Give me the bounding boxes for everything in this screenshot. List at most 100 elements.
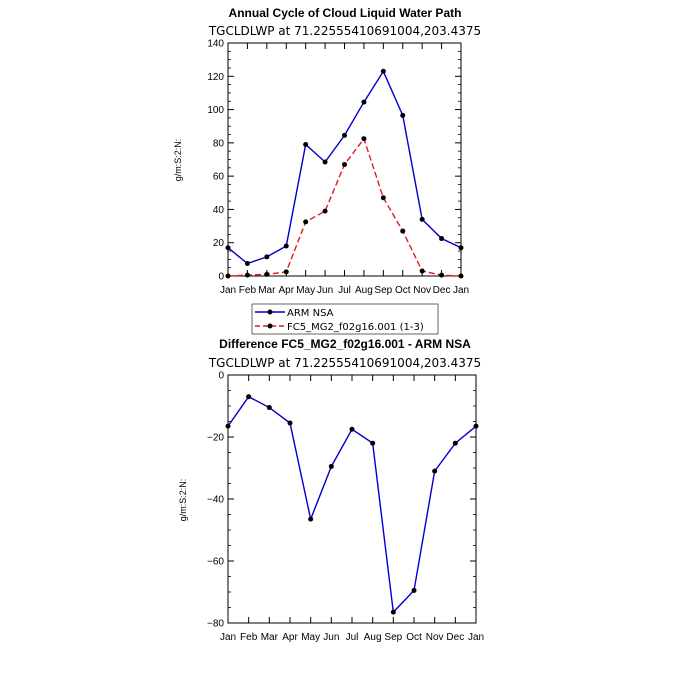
x-tick-label: Jan bbox=[468, 632, 484, 643]
x-tick-label: Apr bbox=[282, 632, 298, 643]
series-1-point bbox=[322, 208, 328, 214]
series-1-point bbox=[400, 228, 406, 234]
series-0-point bbox=[400, 112, 406, 118]
y-axis-label: g/m:S:2:N: bbox=[178, 479, 188, 522]
y-tick-label: 100 bbox=[207, 105, 224, 116]
chart-subtitle: TGCLDLWP at 71.22555410691004,203.4375 bbox=[208, 24, 481, 38]
y-tick-label: 140 bbox=[207, 39, 224, 50]
x-tick-label: Feb bbox=[239, 285, 257, 296]
series-0-point bbox=[225, 245, 231, 251]
y-tick-label: −60 bbox=[207, 557, 224, 568]
y-tick-label: 120 bbox=[207, 72, 224, 83]
y-tick-label: 40 bbox=[213, 205, 225, 216]
x-tick-label: Oct bbox=[395, 285, 411, 296]
series-0-point bbox=[322, 159, 328, 165]
y-tick-label: 80 bbox=[213, 138, 225, 149]
x-tick-label: Nov bbox=[413, 285, 431, 296]
legend-label-arm: ARM NSA bbox=[287, 308, 334, 319]
x-tick-label: Jan bbox=[453, 285, 469, 296]
x-tick-label: Aug bbox=[355, 285, 373, 296]
plot-area: −80 −60 −40 −20 0 Jan Feb Mar Apr May Jun Jul Aug Sep… bbox=[207, 371, 484, 644]
plot-frame bbox=[227, 42, 462, 277]
series-0-point bbox=[308, 516, 314, 522]
x-tick-label: Jun bbox=[317, 285, 333, 296]
x-tick-label: Jul bbox=[338, 285, 351, 296]
series-1-point bbox=[361, 136, 367, 142]
series-0-point bbox=[370, 440, 376, 446]
series-0-point bbox=[390, 609, 396, 615]
x-tick-label: Sep bbox=[384, 632, 402, 643]
series-0-point bbox=[283, 243, 289, 249]
series-0-point bbox=[264, 254, 270, 260]
series-1-point bbox=[244, 272, 250, 278]
series-layer bbox=[225, 394, 479, 615]
legend-label-model: FC5_MG2_f02g16.001 (1-3) bbox=[287, 322, 424, 333]
series-0-point bbox=[361, 99, 367, 105]
series-0-point bbox=[349, 426, 355, 432]
x-tick-label: May bbox=[301, 632, 320, 643]
x-tick-label: Jun bbox=[323, 632, 339, 643]
x-tick-label: Jan bbox=[220, 285, 236, 296]
legend: ARM NSA FC5_MG2_f02g16.001 (1-3) bbox=[251, 303, 439, 335]
series-1-point bbox=[380, 195, 386, 201]
series-1-point bbox=[458, 273, 464, 279]
series-1-point bbox=[439, 272, 445, 278]
series-0-point bbox=[452, 440, 458, 446]
series-1-point bbox=[225, 273, 231, 279]
chart-title: Difference FC5_MG2_f02g16.001 - ARM NSA bbox=[219, 337, 471, 351]
series-layer bbox=[225, 68, 464, 279]
x-tick-label: Dec bbox=[446, 632, 464, 643]
y-tick-label: 60 bbox=[213, 172, 225, 183]
series-0-point bbox=[432, 468, 438, 474]
legend-marker-model bbox=[267, 323, 273, 329]
series-1-point bbox=[419, 268, 425, 274]
series-0-point bbox=[266, 405, 272, 411]
x-tick-label: Dec bbox=[433, 285, 451, 296]
series-0-point bbox=[419, 216, 425, 222]
series-line-1 bbox=[227, 137, 462, 277]
difference-chart: Difference FC5_MG2_f02g16.001 - ARM NSA … bbox=[178, 337, 484, 643]
x-tick-label: Mar bbox=[261, 632, 279, 643]
series-0-point bbox=[439, 236, 445, 242]
series-0-point bbox=[225, 423, 231, 429]
y-axis-label: g/m:S:2:N: bbox=[173, 139, 183, 182]
series-0-point bbox=[328, 463, 334, 469]
series-0-point bbox=[303, 142, 309, 148]
series-0-point bbox=[473, 423, 479, 429]
y-tick-label: −20 bbox=[207, 433, 224, 444]
series-1-point bbox=[264, 271, 270, 277]
annual-cycle-chart: Annual Cycle of Cloud Liquid Water Path … bbox=[173, 6, 481, 296]
x-tick-label: Apr bbox=[278, 285, 294, 296]
x-tick-label: Sep bbox=[374, 285, 392, 296]
series-0-point bbox=[411, 587, 417, 593]
series-0-point bbox=[380, 68, 386, 74]
series-0-point bbox=[244, 261, 250, 267]
x-tick-label: Oct bbox=[406, 632, 422, 643]
series-1-point bbox=[342, 161, 347, 167]
x-tick-label: May bbox=[296, 285, 315, 296]
plot-frame bbox=[227, 374, 477, 624]
legend-marker-arm bbox=[267, 309, 273, 315]
x-tick-label: Feb bbox=[240, 632, 258, 643]
x-tick-label: Jul bbox=[346, 632, 359, 643]
chart-subtitle: TGCLDLWP at 71.22555410691004,203.4375 bbox=[208, 356, 481, 370]
legend-box bbox=[251, 303, 439, 335]
series-0-point bbox=[458, 245, 464, 251]
y-tick-label: −80 bbox=[207, 619, 224, 630]
series-0-point bbox=[287, 420, 293, 426]
y-tick-label: 0 bbox=[218, 371, 224, 382]
x-tick-label: Jan bbox=[220, 632, 236, 643]
y-tick-label: 20 bbox=[213, 238, 225, 249]
chart-title: Annual Cycle of Cloud Liquid Water Path bbox=[229, 6, 462, 20]
x-tick-label: Nov bbox=[426, 632, 444, 643]
series-0-point bbox=[246, 394, 252, 400]
series-line-0 bbox=[227, 69, 462, 265]
y-tick-label: 0 bbox=[218, 272, 224, 283]
series-1-point bbox=[283, 269, 289, 275]
x-tick-label: Aug bbox=[364, 632, 382, 643]
series-0-point bbox=[342, 132, 347, 138]
series-1-point bbox=[303, 219, 309, 225]
x-tick-label: Mar bbox=[258, 285, 276, 296]
